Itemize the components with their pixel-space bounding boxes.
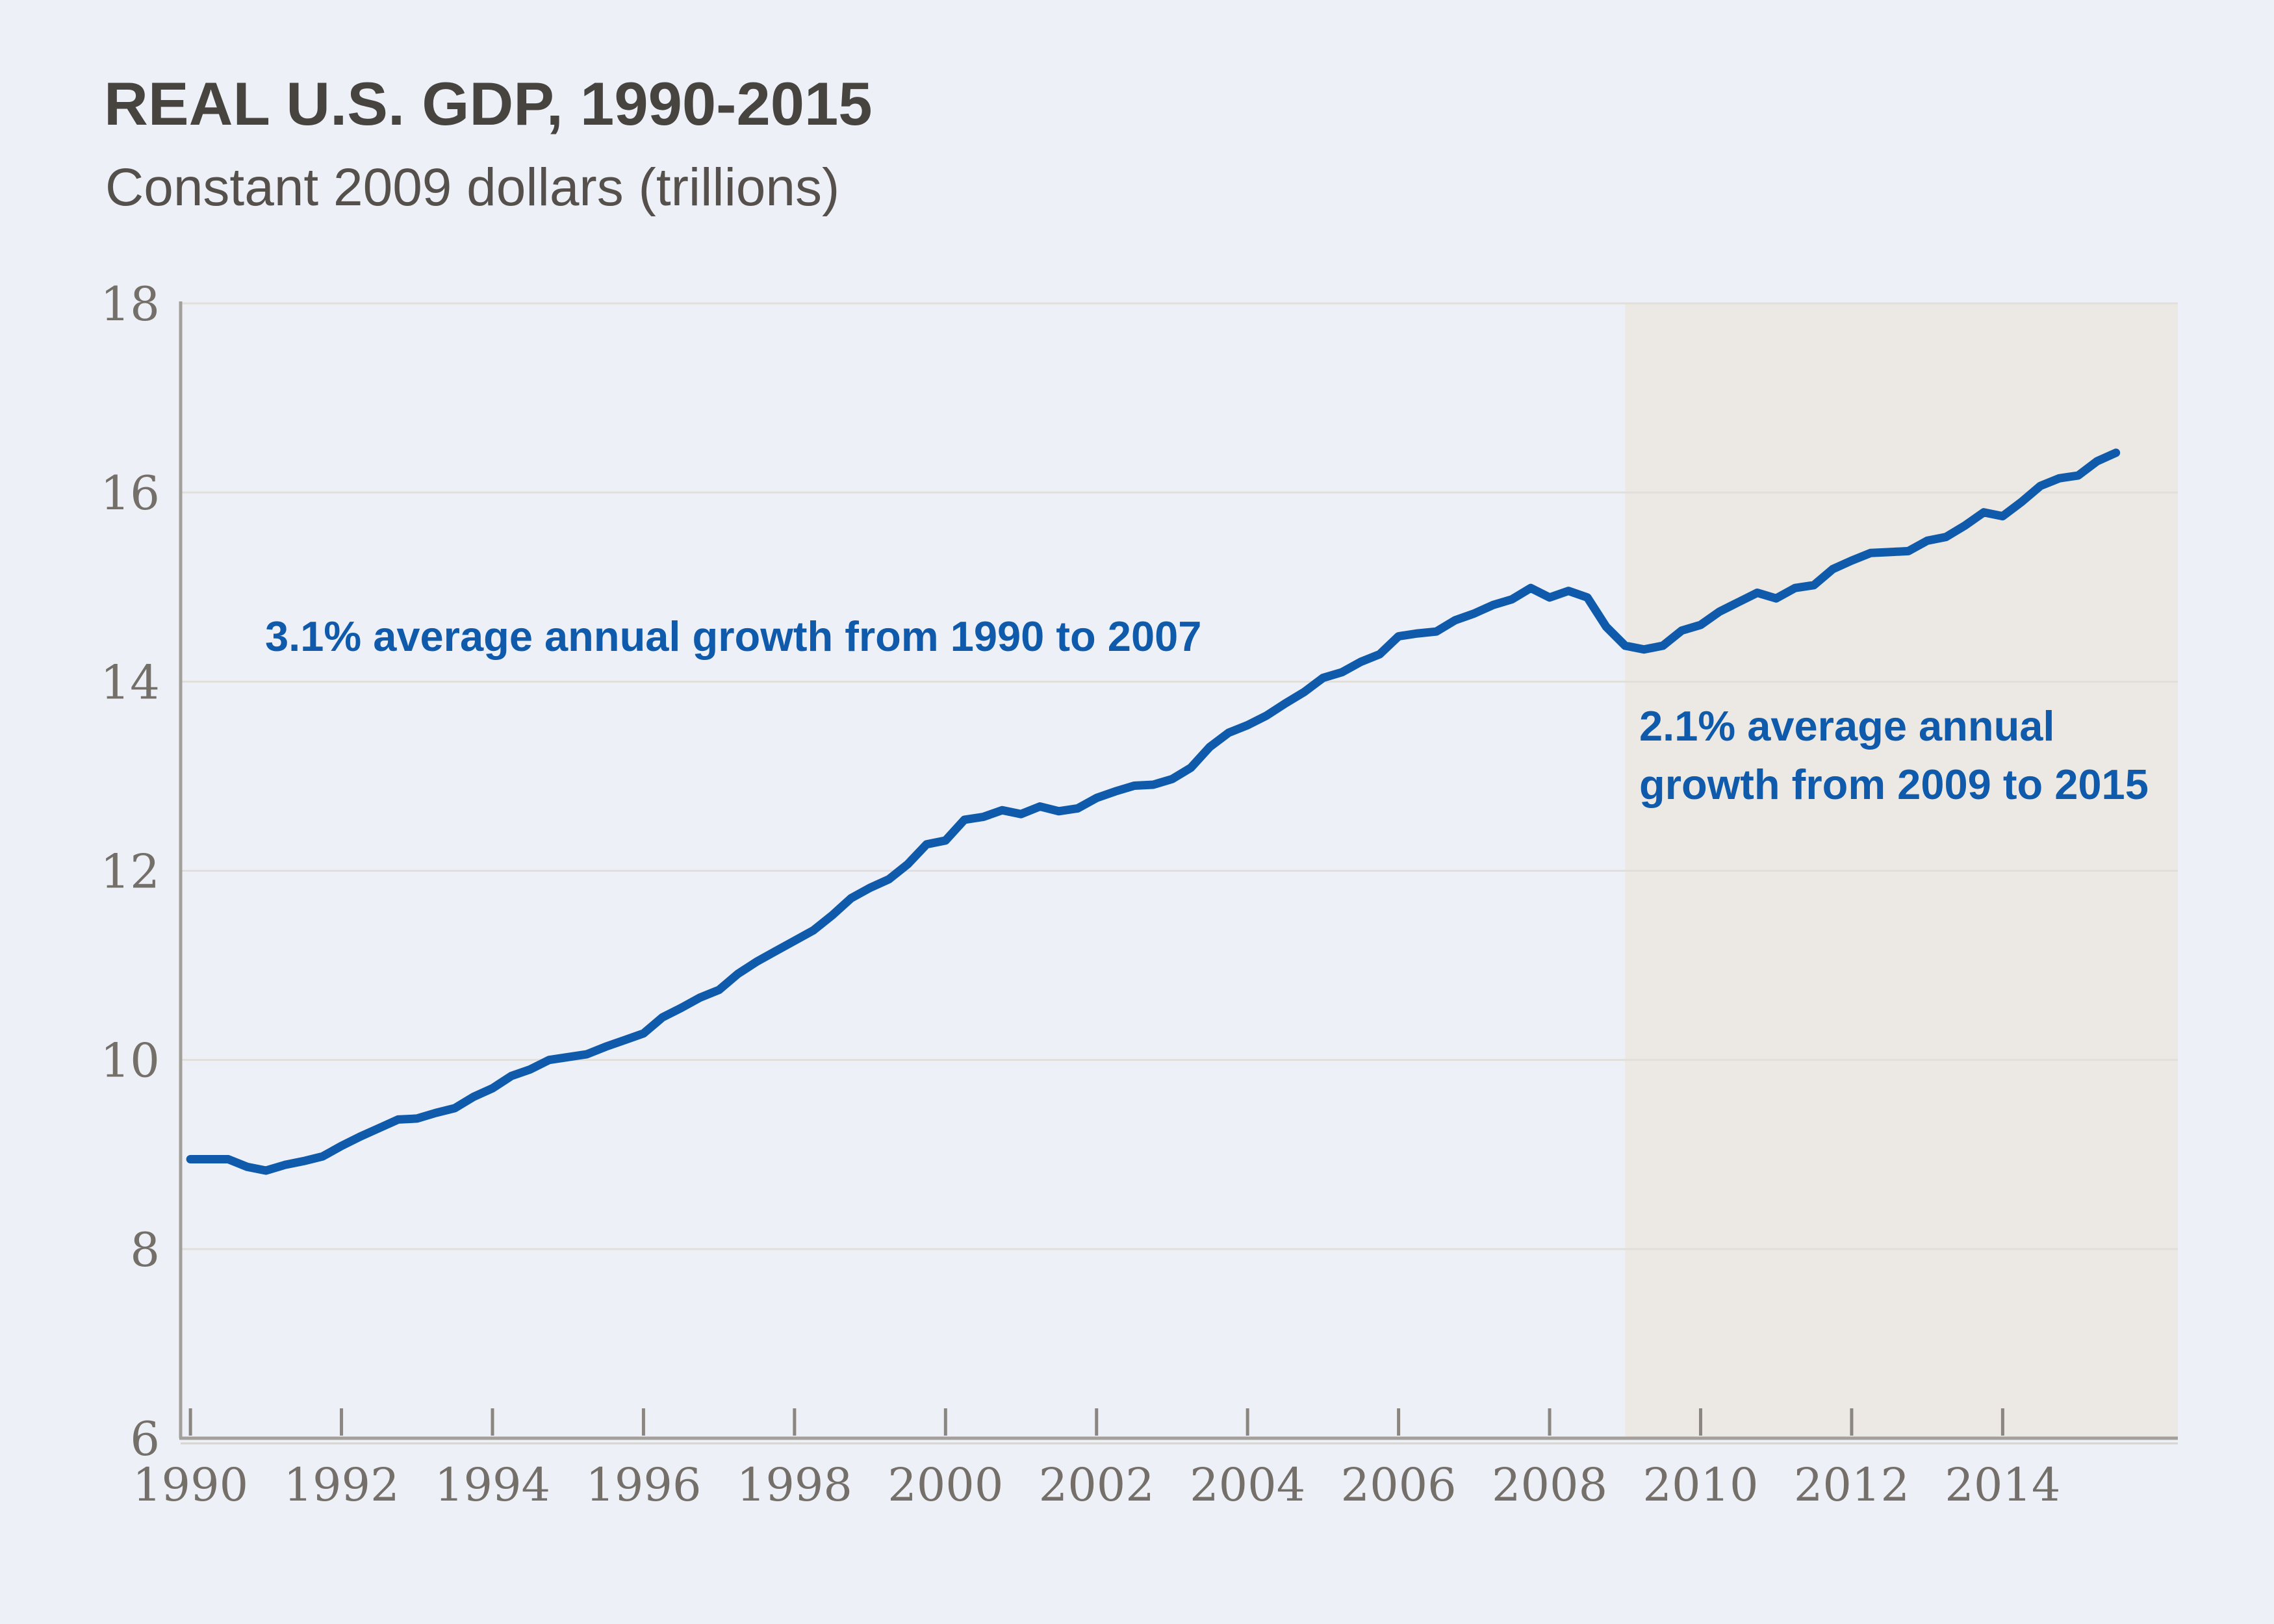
ytick-labels-group: 6 8 10 12 14 16 18 <box>100 277 160 1466</box>
ytick-label-18: 18 <box>100 277 160 331</box>
xtick-label-2006: 2006 <box>1341 1458 1457 1512</box>
xtick-label-1998: 1998 <box>737 1458 852 1512</box>
xtick-label-1992: 1992 <box>283 1458 399 1512</box>
xtick-label-1996: 1996 <box>585 1458 701 1512</box>
ytick-label-12: 12 <box>100 844 160 899</box>
ytick-label-8: 8 <box>130 1223 160 1277</box>
annotation-growth-2009-2015-line1: 2.1% average annual <box>1639 702 2055 750</box>
xtick-label-1994: 1994 <box>435 1458 550 1512</box>
xtick-label-2012: 2012 <box>1794 1458 1910 1512</box>
gridlines-group <box>181 302 2178 1250</box>
gdp-line <box>186 448 2121 1175</box>
chart-subtitle: Constant 2009 dollars (trillions) <box>105 158 839 217</box>
annotation-growth-1990-2007: 3.1% average annual growth from 1990 to … <box>265 613 1201 660</box>
ytick-label-10: 10 <box>100 1034 160 1088</box>
xtick-label-2014: 2014 <box>1945 1458 2060 1512</box>
xtick-label-2008: 2008 <box>1492 1458 1607 1512</box>
xtick-label-2000: 2000 <box>888 1458 1003 1512</box>
annotation-growth-2009-2015-line2: growth from 2009 to 2015 <box>1639 761 2149 808</box>
ytick-label-16: 16 <box>100 466 160 520</box>
axes-group <box>179 301 2178 1445</box>
xtick-label-2004: 2004 <box>1190 1458 1305 1512</box>
series-group <box>186 448 2121 1175</box>
ytick-label-6: 6 <box>130 1412 160 1466</box>
xtick-label-2002: 2002 <box>1039 1458 1155 1512</box>
chart-title: REAL U.S. GDP, 1990-2015 <box>104 70 873 138</box>
xtick-labels-group: 1990 1992 1994 1996 1998 2000 2002 2004 2006 2008… <box>133 1458 2060 1512</box>
xtick-label-2010: 2010 <box>1642 1458 1758 1512</box>
xtick-label-1990: 1990 <box>133 1458 248 1512</box>
ytick-label-14: 14 <box>100 655 160 709</box>
xtick-marks-group <box>188 1408 2004 1436</box>
